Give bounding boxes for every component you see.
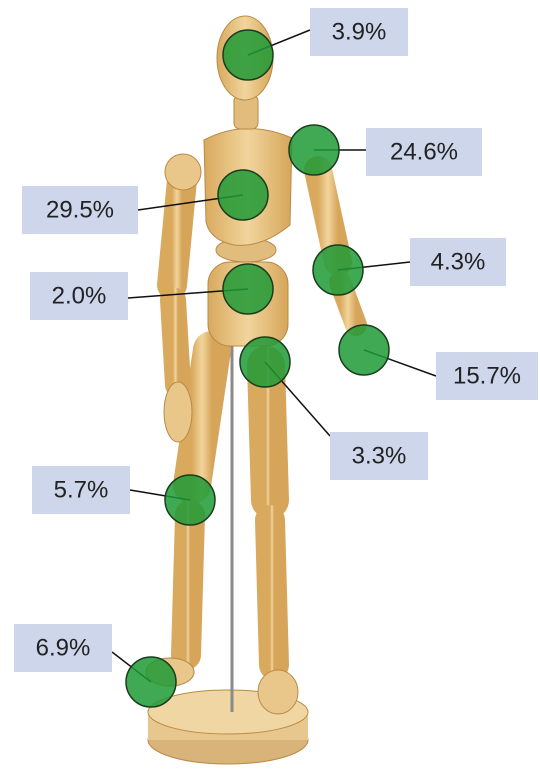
percent-label: 15.7% xyxy=(453,362,521,389)
mannequin-part xyxy=(173,300,178,385)
marker-circle xyxy=(240,337,290,387)
marker-circle xyxy=(289,125,339,175)
percent-label: 29.5% xyxy=(46,196,114,223)
mannequin-part xyxy=(192,350,212,485)
marker-circle xyxy=(165,475,215,525)
mannequin-part xyxy=(270,520,274,665)
percent-label: 2.0% xyxy=(52,282,107,309)
percent-label: 4.3% xyxy=(431,248,486,275)
marker-circle xyxy=(126,657,176,707)
marker-circle xyxy=(223,30,273,80)
mannequin-part xyxy=(165,154,201,190)
percent-label: 3.9% xyxy=(332,18,387,45)
marker-circle xyxy=(218,170,268,220)
mannequin-part xyxy=(172,180,182,285)
percent-label: 3.3% xyxy=(352,442,407,469)
mannequin-part xyxy=(164,382,192,442)
percent-label: 5.7% xyxy=(54,476,109,503)
percent-label: 24.6% xyxy=(390,138,458,165)
marker-circle xyxy=(313,245,363,295)
mannequin-part xyxy=(258,670,298,714)
figure: 3.9% 24.6% 29.5% 4.3% 2.0% 15.7% 3.3% 5.7% 6.9% xyxy=(0,0,540,769)
marker-circle xyxy=(223,264,273,314)
marker-circle xyxy=(339,325,389,375)
mannequin-part xyxy=(186,515,190,655)
percent-label: 6.9% xyxy=(36,634,91,661)
